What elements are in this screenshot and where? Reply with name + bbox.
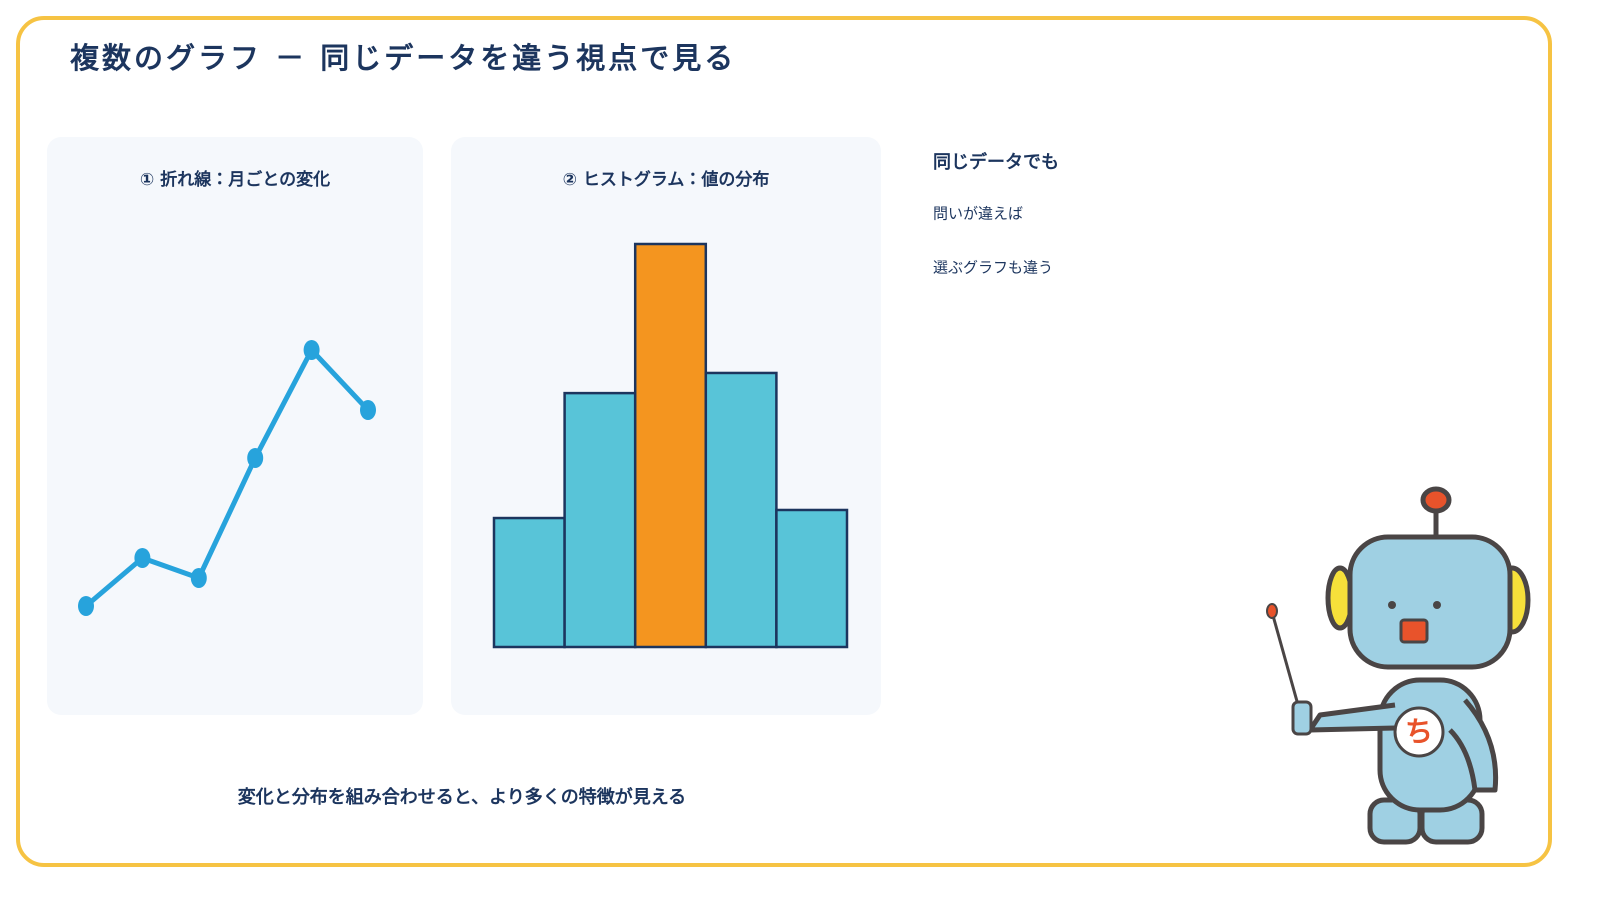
note: 同じデータでも — [933, 151, 1059, 173]
point — [78, 596, 94, 616]
pointer-tip — [1266, 603, 1278, 619]
bar — [704, 371, 778, 649]
bar — [563, 391, 637, 649]
bar — [633, 242, 708, 649]
badge — [1393, 706, 1445, 758]
pointer — [1270, 611, 1302, 713]
eye — [1433, 601, 1441, 609]
badge-text: ち — [1405, 715, 1433, 748]
panel — [47, 137, 423, 715]
chart-title: ② ヒストグラム：値の分布 — [563, 169, 770, 190]
head — [1347, 534, 1513, 670]
note: 選ぶグラフも違う — [933, 259, 1053, 277]
slide-title: 複数のグラフ － 同じデータを違う視点で見る — [70, 41, 736, 75]
antenna-ball — [1420, 486, 1452, 514]
mouth — [1399, 618, 1429, 644]
note: 問いが違えば — [933, 205, 1023, 223]
point — [303, 340, 320, 360]
chart-title: ① 折れ線：月ごとの変化 — [140, 169, 330, 190]
arm — [1448, 698, 1499, 793]
point — [360, 400, 376, 420]
arm — [1307, 702, 1396, 733]
point — [247, 448, 264, 468]
bar — [775, 508, 849, 649]
caption: 変化と分布を組み合わせると、より多くの特徴が見える — [238, 786, 686, 808]
robot: ち — [1266, 486, 1531, 845]
line — [84, 347, 370, 608]
point — [190, 568, 207, 588]
hand — [1291, 700, 1313, 736]
eye — [1388, 601, 1396, 609]
point — [134, 548, 151, 568]
bar — [492, 516, 566, 649]
